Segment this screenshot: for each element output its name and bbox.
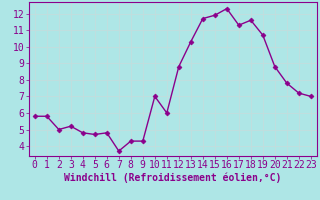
X-axis label: Windchill (Refroidissement éolien,°C): Windchill (Refroidissement éolien,°C) [64,173,282,183]
